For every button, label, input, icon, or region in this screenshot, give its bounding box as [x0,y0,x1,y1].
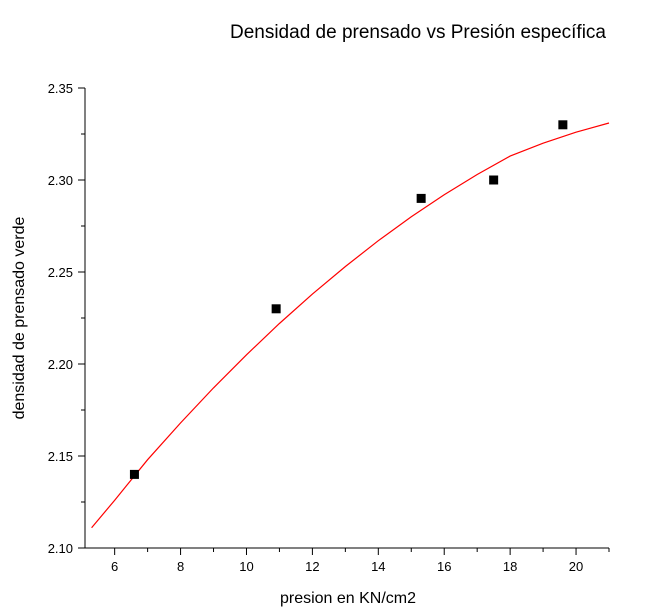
data-point [271,304,281,314]
y-axis-title: densidad de prensado verde [11,216,28,419]
y-tick-label: 2.25 [48,265,73,280]
x-tick-label: 6 [111,559,118,574]
y-tick-label: 2.15 [48,449,73,464]
x-tick-label: 8 [177,559,184,574]
data-point [558,120,568,130]
x-tick-label: 10 [239,559,253,574]
data-point [129,469,139,479]
data-point [416,193,426,203]
x-tick-label: 12 [305,559,319,574]
plot-area: 6 8 10 12 14 16 18 20 2.10 2.15 2.20 2.25 2.30 2.35 [48,81,610,574]
x-tick-label: 14 [371,559,385,574]
y-tick-label: 2.10 [48,541,73,556]
x-tick-label: 20 [569,559,583,574]
x-tick-label: 16 [437,559,451,574]
y-tick-label: 2.35 [48,81,73,96]
x-tick-label: 18 [503,559,517,574]
x-axis-title: presion en KN/cm2 [280,590,416,607]
chart-title: Densidad de prensado vs Presión específi… [230,22,606,43]
y-tick-label: 2.20 [48,357,73,372]
y-tick-label: 2.30 [48,173,73,188]
fit-curve [91,122,610,529]
data-point [489,175,499,185]
